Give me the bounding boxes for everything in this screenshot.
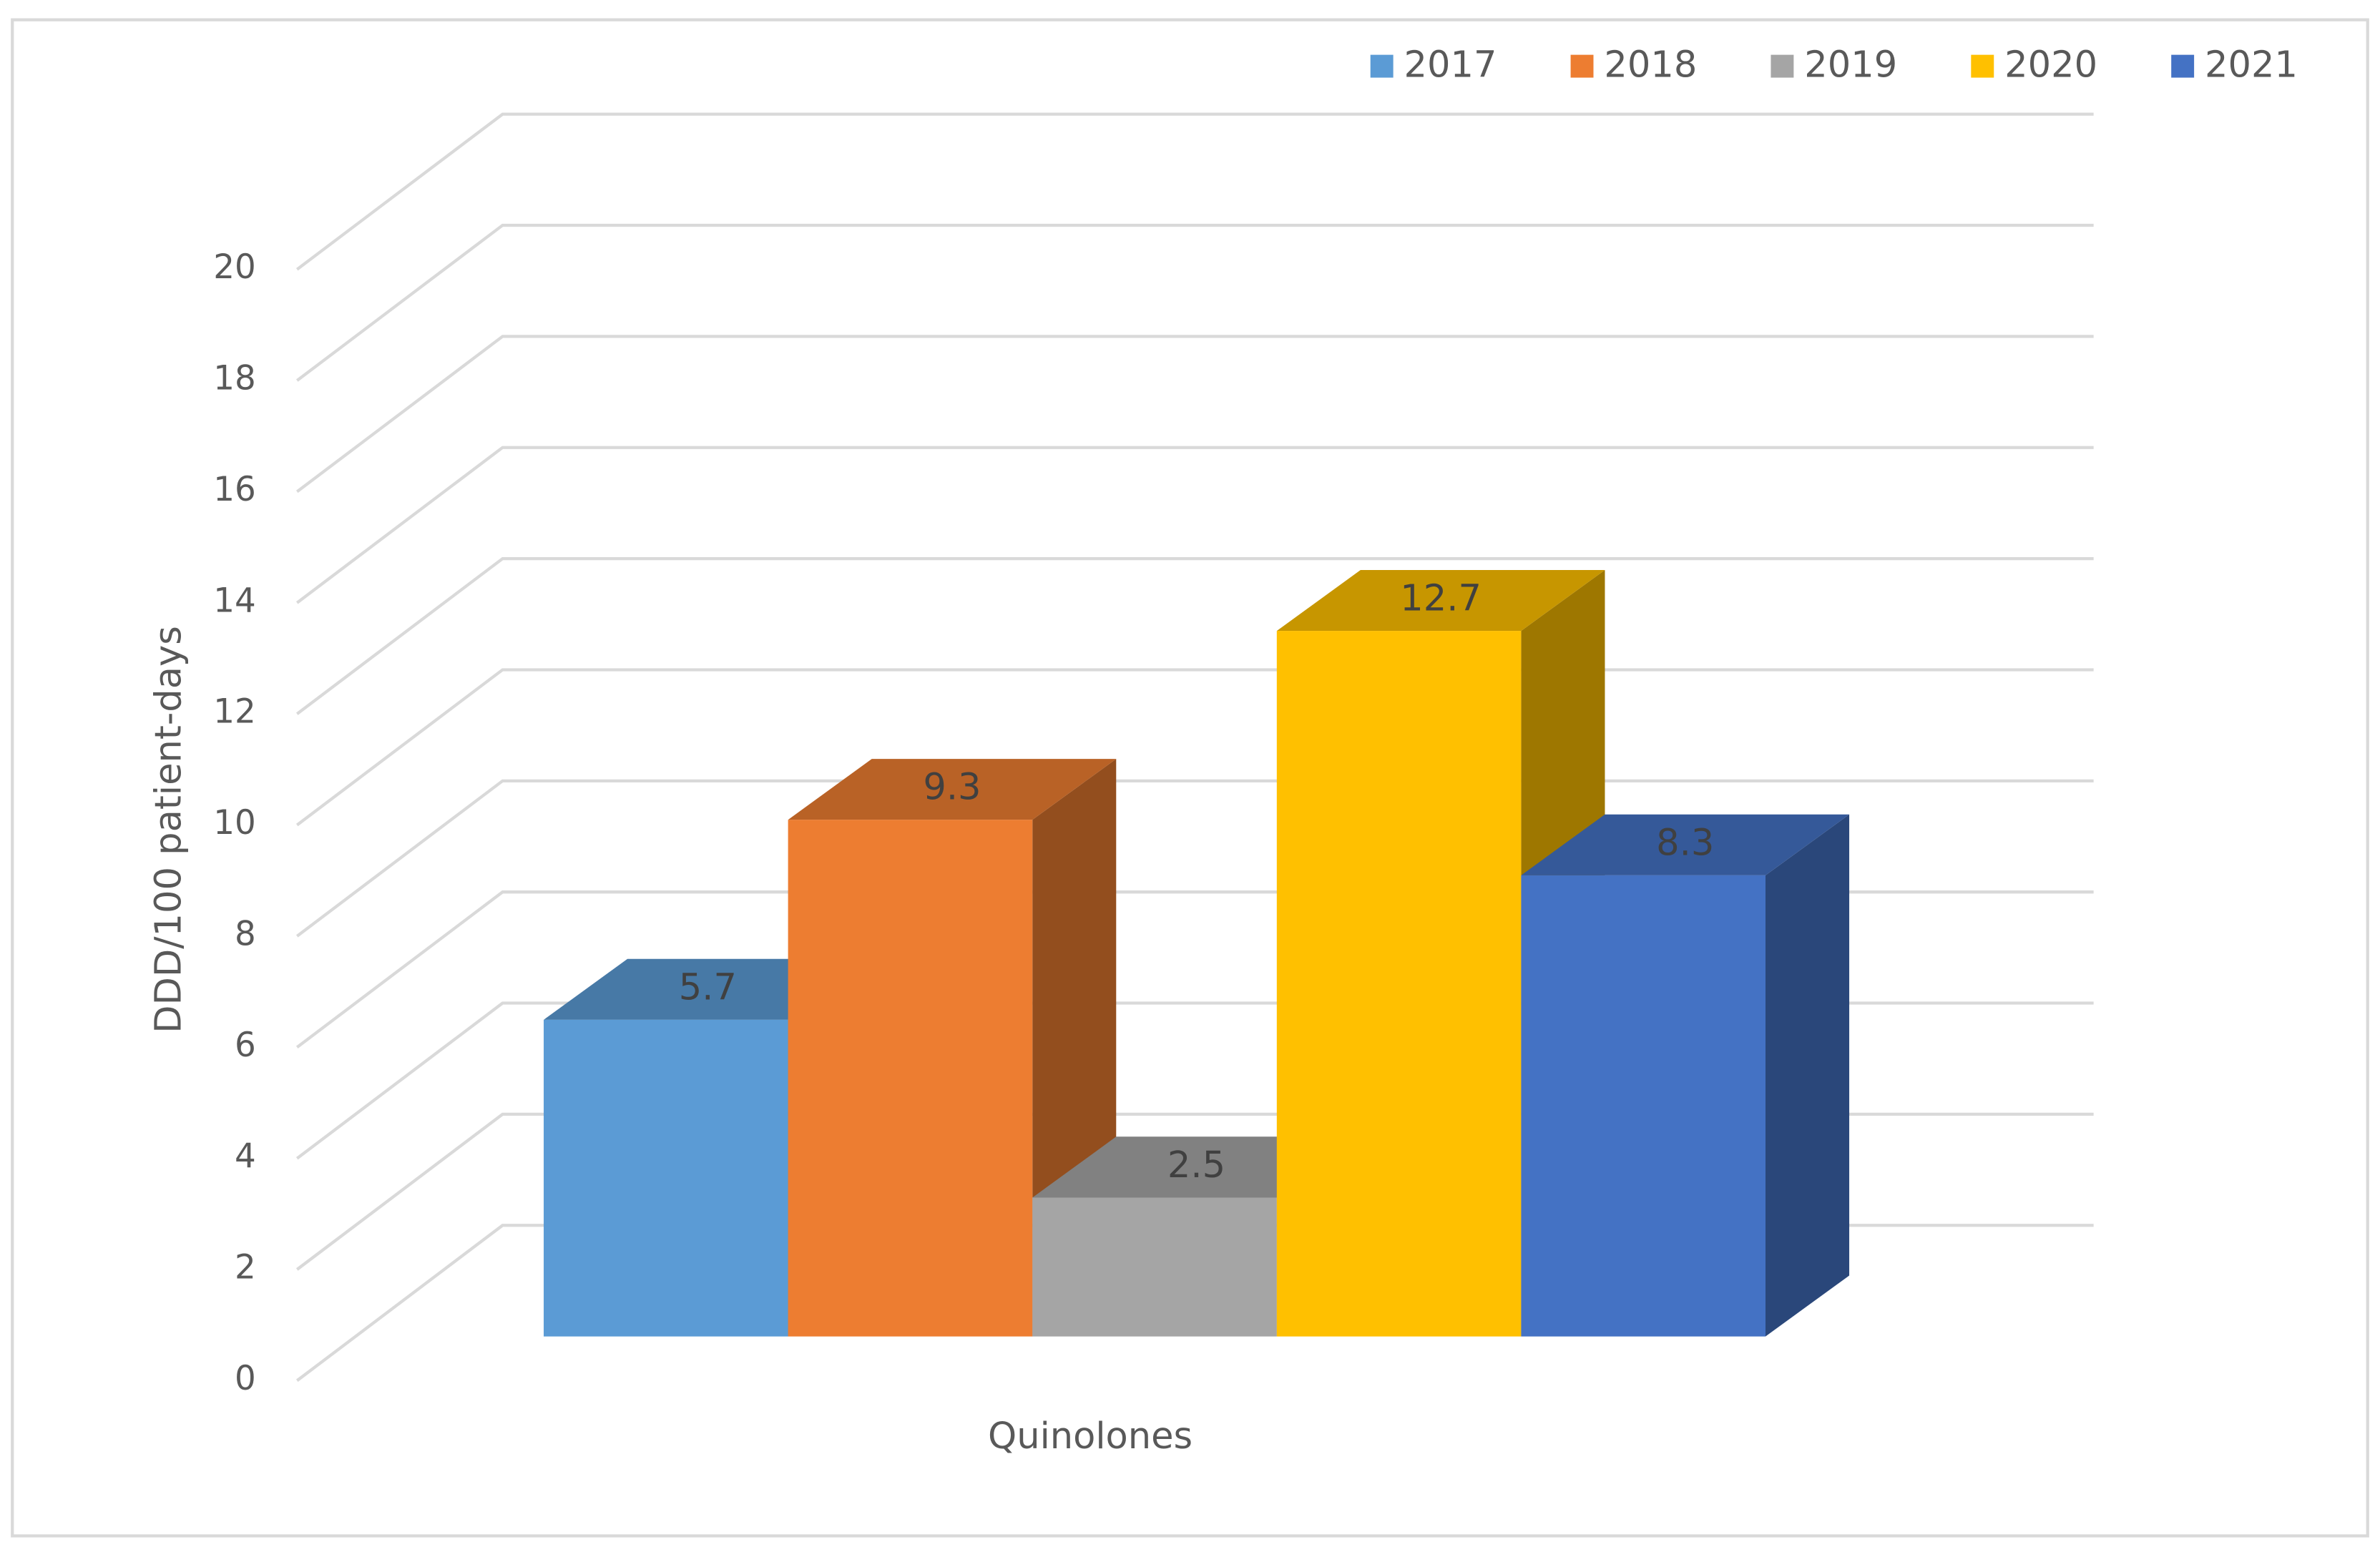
data-label: 2.5	[1167, 1144, 1225, 1187]
y-tick-label: 16	[213, 471, 256, 509]
bar	[544, 1019, 788, 1337]
legend-swatch	[1370, 54, 1394, 78]
legend-label: 2017	[1404, 44, 1497, 87]
data-label: 8.3	[1656, 822, 1714, 864]
data-label: 9.3	[923, 767, 981, 809]
legend-label: 2019	[1804, 44, 1897, 87]
y-tick-label: 12	[213, 693, 256, 732]
bar	[1032, 1197, 1277, 1337]
grid-line	[295, 112, 2094, 271]
y-tick-label: 14	[213, 581, 256, 620]
bar	[1521, 875, 1766, 1337]
grid-line	[295, 556, 2094, 715]
legend-swatch	[2171, 54, 2195, 78]
y-tick-label: 10	[213, 804, 256, 843]
data-label: 12.7	[1400, 578, 1482, 620]
legend-swatch	[1771, 54, 1794, 78]
legend-label: 2021	[2205, 44, 2298, 87]
bar-top	[788, 759, 1117, 820]
bar-top	[1276, 569, 1605, 632]
grid-line	[295, 223, 2094, 382]
y-tick-label: 2	[235, 1249, 256, 1287]
bar-side	[1765, 814, 1850, 1337]
y-tick-label: 18	[213, 360, 256, 398]
grid-line	[295, 335, 2094, 493]
legend-swatch	[1971, 54, 1994, 78]
y-tick-label: 4	[235, 1137, 256, 1176]
legend-label: 2018	[1604, 44, 1697, 87]
x-tick-label: Quinolones	[988, 1415, 1193, 1458]
legend-label: 2020	[2004, 44, 2097, 87]
data-label: 5.7	[679, 966, 737, 1008]
bar	[1276, 631, 1522, 1337]
y-axis-title: DDD/100 patient-days	[148, 626, 190, 1033]
y-tick-label: 0	[235, 1360, 256, 1398]
y-tick-label: 20	[213, 248, 256, 287]
bar	[788, 820, 1033, 1337]
bar-top	[1521, 814, 1850, 875]
y-tick-label: 8	[235, 915, 256, 953]
legend-swatch	[1570, 54, 1594, 78]
grid-line	[295, 446, 2094, 604]
y-tick-label: 6	[235, 1026, 256, 1065]
